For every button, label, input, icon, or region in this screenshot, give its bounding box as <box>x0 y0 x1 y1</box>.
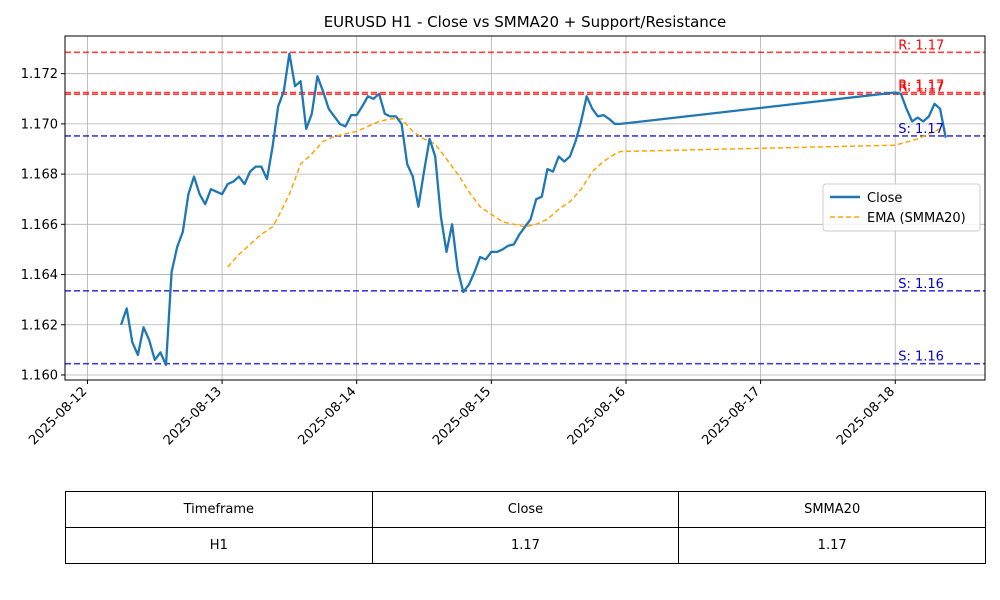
x-tick-label: 2025-08-18 <box>834 384 898 448</box>
table-header-timeframe: Timeframe <box>65 491 373 528</box>
support-label: S: 1.17 <box>898 122 944 137</box>
y-tick-label: 1.168 <box>21 168 58 183</box>
resistance-label: R: 1.17 <box>898 38 944 53</box>
table-cell-timeframe: H1 <box>65 527 373 564</box>
series-lines <box>120 52 947 367</box>
y-tick-label: 1.160 <box>21 368 58 383</box>
x-tick-label: 2025-08-17 <box>699 384 763 448</box>
grid <box>65 36 985 380</box>
table-row: H1 1.17 1.17 <box>65 527 986 564</box>
x-tick-label: 2025-08-15 <box>430 384 494 448</box>
resistance-label: R: 1.17 <box>898 78 944 93</box>
x-tick-label: 2025-08-16 <box>565 384 629 448</box>
chart-title: EURUSD H1 - Close vs SMMA20 + Support/Re… <box>324 13 727 31</box>
y-tick-label: 1.172 <box>21 67 58 82</box>
legend-box <box>822 183 981 232</box>
summary-table: Timeframe Close SMMA20 H1 1.17 1.17 <box>65 491 986 564</box>
legend-label-close: Close <box>867 191 902 206</box>
y-tick-label: 1.170 <box>21 117 58 132</box>
legend: Close EMA (SMMA20) <box>822 183 981 232</box>
chart: EURUSD H1 - Close vs SMMA20 + Support/Re… <box>21 13 986 448</box>
support-resistance-lines <box>65 51 985 365</box>
plot-frame <box>64 35 986 381</box>
table-cell-smma20: 1.17 <box>678 527 986 564</box>
table-header-close: Close <box>371 491 680 528</box>
y-tick-label: 1.162 <box>21 318 58 333</box>
y-tick-label: 1.164 <box>21 268 58 283</box>
table-header-smma20: SMMA20 <box>678 491 986 528</box>
x-tick-label: 2025-08-12 <box>26 384 90 448</box>
table-header-row: Timeframe Close SMMA20 <box>65 491 986 528</box>
resistance-label: R: 1.17 <box>898 80 944 95</box>
close-series-line <box>120 52 947 367</box>
x-tick-label: 2025-08-13 <box>161 384 225 448</box>
y-tick-label: 1.166 <box>21 218 58 233</box>
level-labels: R: 1.17R: 1.17R: 1.17S: 1.17S: 1.16S: 1.… <box>898 38 944 364</box>
table-cell-close: 1.17 <box>371 527 680 564</box>
ema-series-line <box>227 118 946 268</box>
support-label: S: 1.16 <box>898 277 944 292</box>
axis-ticks: 2025-08-12 2025-08-13 2025-08-14 2025-08-15… <box>21 67 898 448</box>
support-label: S: 1.16 <box>898 350 944 365</box>
legend-label-ema: EMA (SMMA20) <box>867 211 966 226</box>
x-tick-label: 2025-08-14 <box>295 384 359 448</box>
